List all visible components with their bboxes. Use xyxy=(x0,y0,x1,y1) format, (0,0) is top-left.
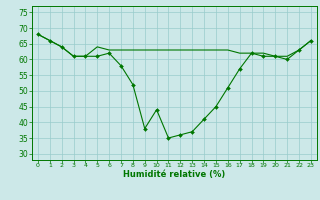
X-axis label: Humidité relative (%): Humidité relative (%) xyxy=(123,170,226,179)
